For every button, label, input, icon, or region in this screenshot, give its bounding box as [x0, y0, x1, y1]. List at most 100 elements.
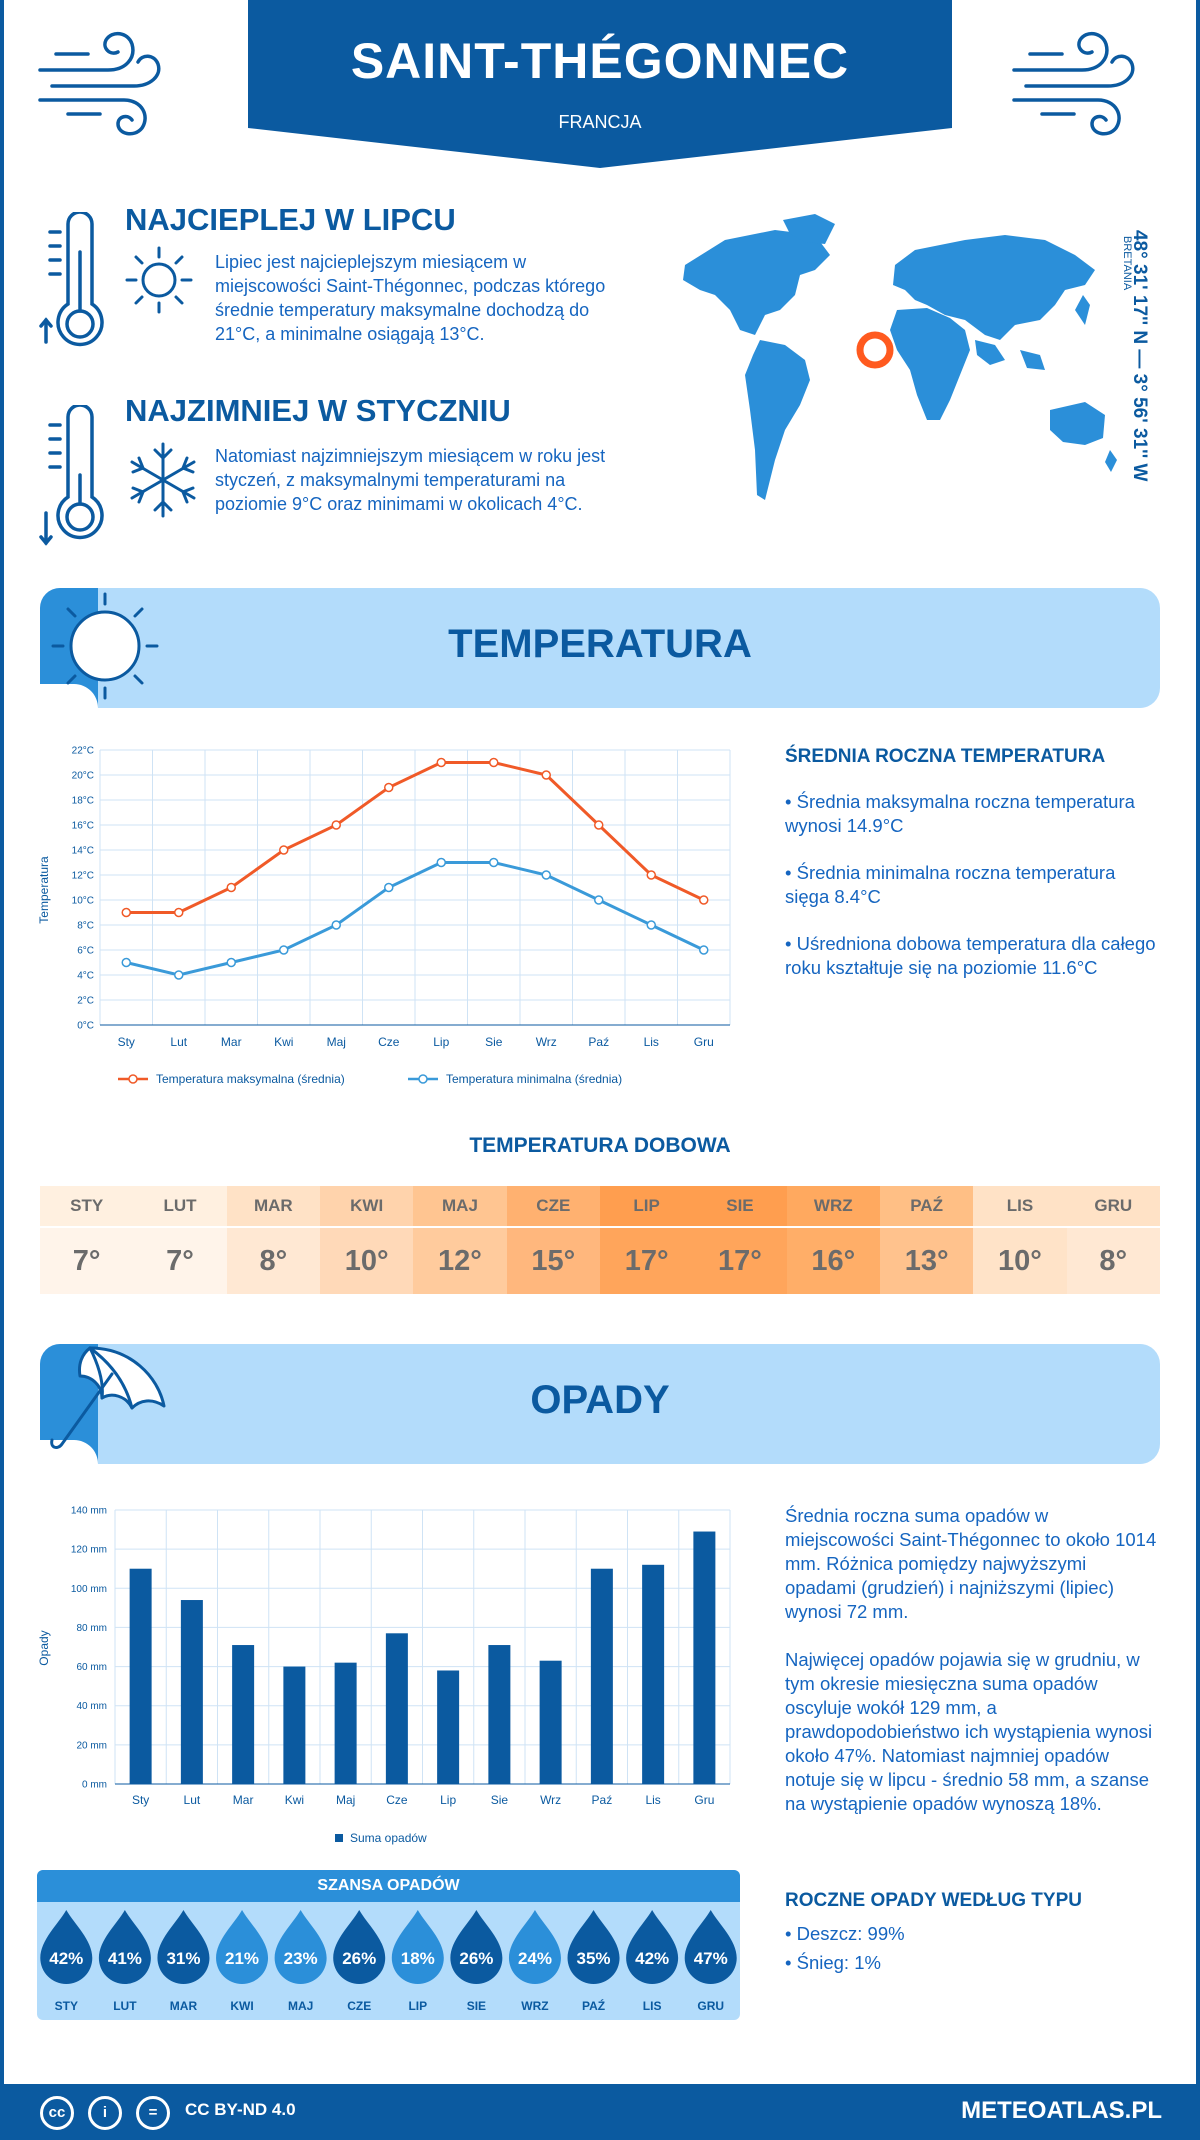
- legend-precip: Suma opadów: [350, 1831, 427, 1845]
- site-link[interactable]: METEOATLAS.PL: [961, 2097, 1162, 2124]
- rain-chance-month: KWI: [230, 1999, 253, 2013]
- banner-accent-cut: [40, 684, 98, 708]
- precip-x-tick: Kwi: [285, 1793, 304, 1807]
- temp-x-tick: Mar: [221, 1035, 242, 1049]
- rain-chance-value: 24%: [518, 1949, 552, 1968]
- daily-temp-value: 10°: [319, 1226, 414, 1294]
- precipitation-y-axis-label: Opady: [37, 1630, 51, 1665]
- temp-x-tick: Gru: [694, 1035, 714, 1049]
- rain-chance-item: 42% STY: [40, 1910, 93, 2013]
- footer: cc i = CC BY-ND 4.0 METEOATLAS.PL: [0, 2084, 1200, 2140]
- temp-y-tick: 20°C: [72, 771, 94, 782]
- temperature-chart: 0°C 2°C 4°C 6°C 8°C 10°C 12°C 14°C 16°C 18°C 20°C 2…: [37, 746, 731, 1086]
- daily-temp-value: 13°: [879, 1226, 974, 1294]
- daily-temp-value: 10°: [973, 1226, 1067, 1294]
- temp-min-point: [174, 970, 184, 980]
- rain-chance-value: 21%: [225, 1949, 259, 1968]
- raindrop-icon: [157, 1910, 210, 1985]
- temp-max-point: [541, 770, 551, 780]
- temp-y-tick: 18°C: [72, 796, 94, 807]
- rain-chance-value: 18%: [401, 1949, 435, 1968]
- raindrop-icon: [40, 1910, 93, 1984]
- daily-temp-value: 17°: [693, 1226, 787, 1294]
- rain-chance-title: SZANSA OPADÓW: [37, 1870, 740, 1902]
- temp-min-point: [331, 920, 341, 930]
- rain-chance-item: 47% GRU: [684, 1910, 737, 2013]
- daily-temp-month: PAŹ: [879, 1186, 974, 1226]
- rain-chance-month: LUT: [113, 1999, 137, 2013]
- daily-temp-cell: MAJ 12°: [413, 1186, 507, 1294]
- temp-min-point: [279, 945, 289, 955]
- precip-y-tick: 120 mm: [71, 1545, 107, 1556]
- daily-temp-month: SIE: [693, 1186, 787, 1226]
- precip-type-title: ROCZNE OPADY WEDŁUG TYPU: [785, 1890, 1082, 1911]
- annual-temperature-title: ŚREDNIA ROCZNA TEMPERATURA: [785, 746, 1106, 767]
- rain-chance-month: MAR: [170, 1999, 198, 2013]
- rain-chance-value: 26%: [459, 1949, 493, 1968]
- precip-x-tick: Maj: [336, 1793, 355, 1807]
- temp-x-tick: Lut: [170, 1035, 187, 1049]
- daily-temp-value: 8°: [1066, 1226, 1160, 1294]
- rain-chance-value: 31%: [166, 1949, 200, 1968]
- daily-temp-month: LIS: [973, 1186, 1067, 1226]
- precip-y-tick: 40 mm: [76, 1701, 107, 1712]
- daily-temp-value: 8°: [226, 1226, 320, 1294]
- temp-y-tick: 0°C: [77, 1021, 94, 1032]
- coldest-text: Natomiast najzimniejszym miesiącem w rok…: [215, 446, 606, 514]
- daily-temp-cell: LUT 7°: [133, 1186, 227, 1294]
- precipitation-banner: OPADY: [40, 1344, 1160, 1464]
- temp-min-point: [699, 945, 709, 955]
- rain-chance-item: 21% KWI: [216, 1910, 269, 2013]
- temp-x-tick: Maj: [327, 1035, 346, 1049]
- temp-max-point: [121, 907, 131, 918]
- temp-min-line: [125, 861, 705, 977]
- daily-temp-cell: LIS 10°: [973, 1186, 1067, 1294]
- daily-temp-value: 17°: [599, 1226, 694, 1294]
- precip-bar: [437, 1670, 460, 1784]
- rain-chance-panel: SZANSA OPADÓW 42% STY 41% LUT 31% MAR 21% KWI 23…: [37, 1870, 740, 2020]
- precip-bar: [283, 1666, 306, 1784]
- rain-chance-value: 26%: [342, 1949, 376, 1968]
- daily-temp-month: STY: [40, 1186, 134, 1226]
- noderivs-icon: =: [136, 2096, 170, 2130]
- temp-min-point: [226, 957, 236, 968]
- daily-temperature-table: STY 7° LUT 7° MAR 8° KWI 10° MAJ 12° CZE 15° LIP 17° S…: [40, 1186, 1160, 1294]
- temp-min-point: [384, 882, 394, 893]
- precip-x-tick: Paź: [592, 1793, 613, 1807]
- precip-x-tick: Cze: [386, 1793, 408, 1807]
- temp-max-point: [436, 757, 446, 768]
- precip-y-tick: 80 mm: [76, 1623, 107, 1634]
- precip-x-tick: Mar: [233, 1793, 254, 1807]
- rain-chance-month: STY: [55, 1999, 78, 2013]
- rain-chance-item: 31% MAR: [157, 1910, 210, 2013]
- precip-bar: [488, 1645, 511, 1784]
- daily-temp-month: LIP: [599, 1186, 694, 1226]
- temp-max-line: [126, 761, 705, 914]
- temp-min-point: [489, 857, 499, 868]
- raindrop-icon: [626, 1910, 679, 1984]
- temp-x-tick: Wrz: [536, 1035, 557, 1049]
- temp-y-tick: 14°C: [72, 846, 94, 857]
- temp-y-tick: 8°C: [77, 921, 94, 932]
- header-banner: SAINT-THÉGONNEC FRANCJA: [248, 0, 952, 170]
- temp-x-tick: Sie: [485, 1035, 503, 1049]
- temp-max-point: [646, 870, 656, 880]
- temp-x-tick: Lip: [433, 1035, 449, 1049]
- temp-y-tick: 12°C: [72, 871, 94, 882]
- daily-temp-cell: MAR 8°: [226, 1186, 320, 1294]
- world-map: [683, 214, 1117, 500]
- rain-chance-value: 47%: [694, 1949, 728, 1968]
- rain-chance-item: 18% LIP: [391, 1910, 444, 2013]
- precipitation-section-title: OPADY: [530, 1378, 670, 1422]
- temp-max-point: [489, 757, 499, 768]
- temp-min-point: [436, 857, 446, 868]
- raindrop-icon: [98, 1910, 151, 1984]
- rain-chance-value: 41%: [108, 1949, 142, 1968]
- precip-y-tick: 0 mm: [82, 1780, 107, 1791]
- temp-min-point: [646, 920, 656, 930]
- license-label: CC BY-ND 4.0: [185, 2100, 296, 2119]
- rain-chance-month: MAJ: [288, 1999, 313, 2013]
- temp-max-point: [331, 820, 341, 830]
- precip-type-rain: • Deszcz: 99%: [785, 1923, 905, 1944]
